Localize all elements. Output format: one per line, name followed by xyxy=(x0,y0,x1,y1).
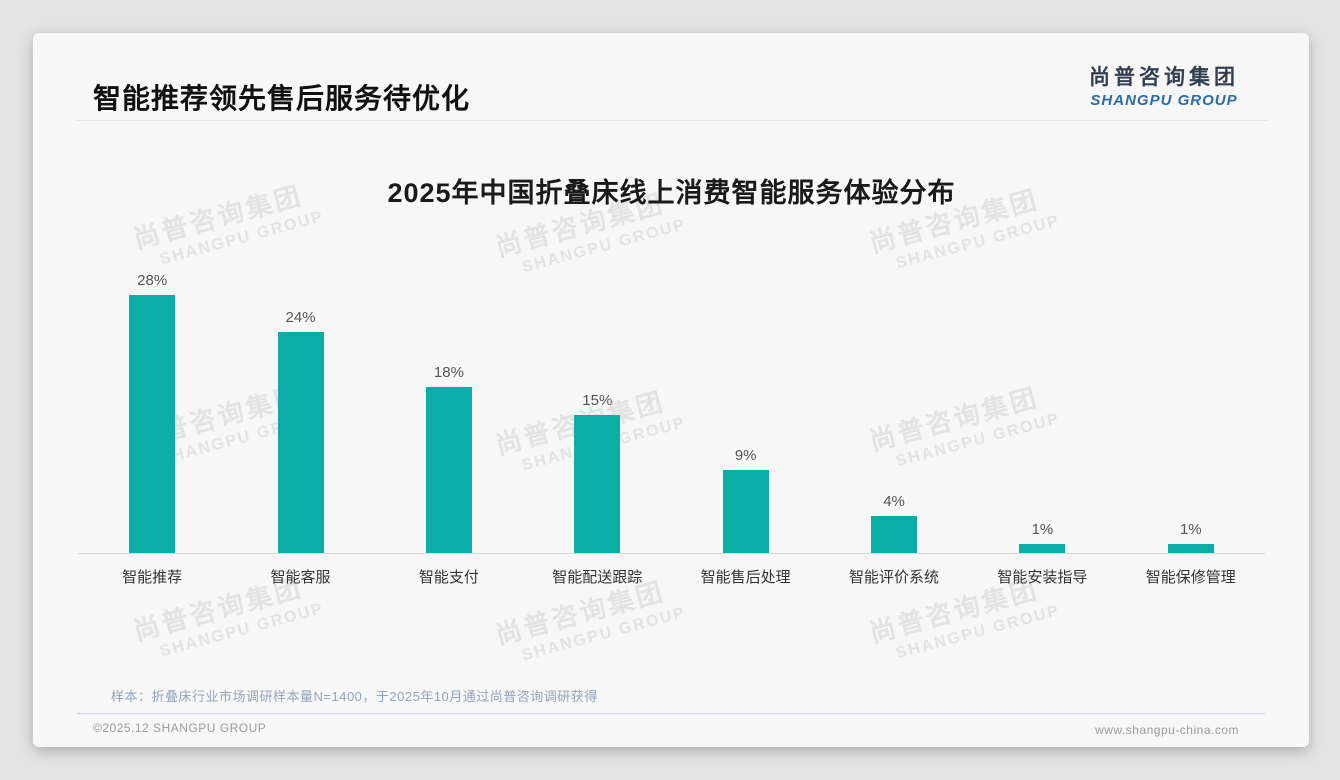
footer-copyright: ©2025.12 SHANGPU GROUP xyxy=(93,721,267,735)
bar-slot: 9% xyxy=(672,263,820,553)
category-label: 智能配送跟踪 xyxy=(552,569,643,586)
logo-cn-text: 尚普咨询集团 xyxy=(1089,66,1239,89)
watermark-en-text: SHANGPU GROUP xyxy=(894,602,1062,663)
bar-slot: 24% xyxy=(226,263,374,553)
bar xyxy=(1167,544,1214,553)
bar-value-label: 1% xyxy=(1179,521,1202,538)
bar-value-label: 1% xyxy=(1031,521,1054,538)
bar xyxy=(1019,544,1066,553)
category-label: 智能客服 xyxy=(270,569,331,586)
sample-note: 样本：折叠床行业市场调研样本量N=1400，于2025年10月通过尚普咨询调研获… xyxy=(111,689,598,704)
bar xyxy=(129,295,176,553)
bar-value-label: 28% xyxy=(137,272,168,289)
watermark-en-text: SHANGPU GROUP xyxy=(158,208,326,269)
bar xyxy=(425,387,472,553)
bar-slot: 1% xyxy=(1117,263,1265,553)
chart-title: 2025年中国折叠床线上消费智能服务体验分布 xyxy=(387,178,956,208)
logo-en-text: SHANGPU GROUP xyxy=(1090,92,1238,109)
company-logo: 尚普咨询集团 SHANGPU GROUP xyxy=(1089,61,1239,109)
footer-website: www.shangpu-china.com xyxy=(1095,723,1239,737)
category-label: 智能支付 xyxy=(418,569,479,586)
bar-slot: 18% xyxy=(375,263,523,553)
category-label: 智能推荐 xyxy=(122,569,183,586)
watermark-en-text: SHANGPU GROUP xyxy=(158,600,326,661)
bar-value-label: 18% xyxy=(433,364,464,381)
bar-value-label: 4% xyxy=(883,493,905,510)
bar xyxy=(277,332,324,553)
x-axis-line xyxy=(78,553,1265,554)
header-divider xyxy=(77,120,1267,121)
bar xyxy=(574,415,621,553)
bar-slot: 15% xyxy=(523,263,671,553)
category-label: 智能保修管理 xyxy=(1145,569,1236,586)
bar-slot: 1% xyxy=(968,263,1116,553)
slide-card: 尚普咨询集团 SHANGPU GROUP 尚普咨询集团 SHANGPU GROUP 尚普… xyxy=(33,33,1309,747)
bar-chart: 28% 24% 18% 15% 9% 4% 1% 1% xyxy=(78,263,1265,553)
category-axis: 智能推荐 智能客服 智能支付 智能配送跟踪 智能售后处理 智能评价系统 智能安装指导 智能保修… xyxy=(78,566,1265,587)
category-label: 智能售后处理 xyxy=(700,569,791,586)
footer-divider xyxy=(77,713,1265,714)
watermark-en-text: SHANGPU GROUP xyxy=(520,604,688,665)
page-title: 智能推荐领先售后服务待优化 xyxy=(93,83,471,114)
category-label: 智能评价系统 xyxy=(849,569,940,586)
bar-value-label: 15% xyxy=(582,392,613,409)
bar-value-label: 24% xyxy=(285,309,316,326)
bar-slot: 4% xyxy=(820,263,968,553)
category-label: 智能安装指导 xyxy=(997,569,1088,586)
bar xyxy=(722,470,769,553)
bar xyxy=(871,516,918,553)
bar-value-label: 9% xyxy=(734,447,757,464)
bar-slot: 28% xyxy=(78,263,226,553)
